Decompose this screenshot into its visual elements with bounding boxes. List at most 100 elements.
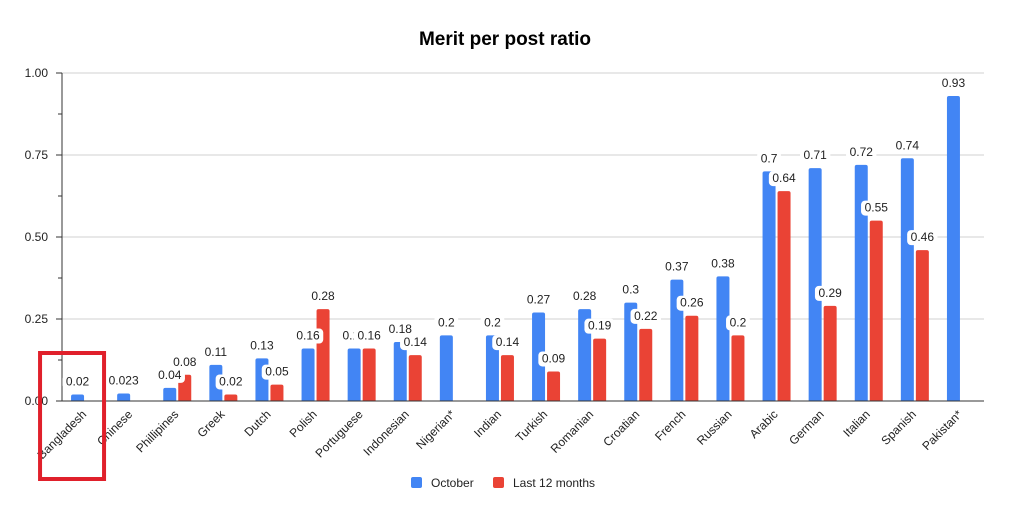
data-label: 0.3: [622, 283, 639, 297]
data-label: 0.023: [109, 373, 139, 387]
data-label-bg: [676, 295, 708, 311]
bar-october: [762, 171, 776, 401]
bar-last-12-months: [915, 250, 929, 401]
x-tick-label: Dutch: [241, 407, 273, 439]
data-label-bg: [62, 374, 93, 390]
data-label-bg: [523, 292, 554, 308]
data-label: 0.02: [66, 374, 90, 388]
x-tick-label: Greek: [194, 407, 228, 441]
bar-last-12-months: [639, 328, 653, 401]
data-label-bg: [261, 364, 293, 380]
bar-october: [117, 393, 131, 401]
bar-last-12-months: [408, 355, 422, 401]
bar-last-12-months: [270, 384, 284, 401]
highlight-box: [38, 351, 107, 481]
data-label-bg: [385, 321, 416, 337]
y-tick-label: 0.25: [25, 312, 49, 326]
data-label-bg: [200, 344, 232, 360]
x-tick-label: French: [652, 407, 688, 443]
data-label: 0.27: [527, 292, 551, 306]
bar-october: [71, 394, 85, 401]
data-label-bg: [861, 200, 892, 216]
bar-october: [347, 348, 361, 401]
data-label-bg: [846, 144, 877, 160]
data-label-bg: [630, 308, 661, 324]
legend-label: October: [431, 476, 474, 490]
legend-swatch: [493, 477, 504, 488]
y-tick-label: 0.50: [25, 230, 49, 244]
data-label: 0.18: [389, 322, 413, 336]
bar-last-12-months: [593, 338, 607, 401]
data-label: 0.71: [803, 148, 827, 162]
x-tick-label: Italian: [840, 407, 873, 440]
data-label: 0.37: [665, 260, 689, 274]
data-label-bg: [307, 289, 339, 305]
bar-last-12-months: [731, 335, 745, 401]
data-label-bg: [892, 138, 923, 154]
data-label-bg: [169, 354, 200, 370]
data-label-bg: [726, 315, 750, 331]
data-label-bg: [292, 328, 324, 344]
data-label: 0.02: [219, 374, 243, 388]
data-label: 0.93: [942, 76, 966, 90]
data-label: 0.55: [865, 201, 889, 215]
data-label: 0.14: [496, 335, 520, 349]
data-labels: 0.02 0.023 0.040.08 0.11 0.02 0.13 0.05 0.16 0.2…: [62, 75, 969, 390]
bar-october: [301, 348, 315, 401]
bar-last-12-months: [547, 371, 561, 401]
x-tick-label: Croatian: [600, 407, 642, 449]
x-tick-label: Nigerian*: [413, 407, 458, 452]
legend-label: Last 12 months: [513, 476, 595, 490]
bar-last-12-months: [362, 348, 376, 401]
x-tick-label: Spanish: [878, 407, 919, 448]
data-label: 0.38: [711, 256, 735, 270]
data-label-bg: [480, 315, 505, 331]
data-label-bg: [768, 171, 800, 187]
data-label: 0.64: [772, 171, 796, 185]
bar-last-12-months: [685, 315, 699, 401]
data-label: 0.13: [250, 338, 274, 352]
data-label-bg: [400, 335, 431, 351]
data-label-bg: [938, 75, 969, 91]
data-label: 0.7: [761, 151, 778, 165]
data-label-bg: [707, 256, 739, 272]
data-label-bg: [757, 151, 781, 167]
data-label: 0.16: [296, 329, 320, 343]
data-label: 0.46: [911, 230, 935, 244]
data-label: 0.2: [438, 315, 455, 329]
x-tick-label: Arabic: [747, 407, 781, 441]
x-tick-label: German: [786, 407, 827, 448]
data-label: 0.72: [850, 145, 874, 159]
data-label-bg: [907, 230, 938, 246]
gridlines: [62, 72, 984, 320]
y-tick-label: 0.00: [25, 394, 49, 408]
data-label: 0.26: [680, 296, 704, 310]
data-label: 0.22: [634, 309, 658, 323]
data-label-bg: [618, 282, 643, 298]
bar-october: [624, 302, 638, 401]
bar-october: [716, 276, 730, 401]
data-label: 0.29: [818, 286, 842, 300]
x-tick-label: Phillipines: [133, 407, 181, 455]
data-label: 0.09: [542, 351, 566, 365]
data-label: 0.19: [588, 319, 612, 333]
bar-october: [163, 387, 177, 401]
data-label-bg: [154, 367, 185, 383]
data-label: 0.28: [573, 289, 597, 303]
data-label-bg: [246, 338, 278, 354]
x-tick-label: Chinese: [94, 407, 135, 448]
data-label-bg: [538, 351, 569, 367]
bar-october: [900, 158, 914, 401]
x-tick-label: Indian: [471, 407, 504, 440]
data-label-bg: [105, 373, 143, 389]
bars: [71, 95, 960, 402]
data-label: 0.04: [158, 368, 182, 382]
bar-october: [854, 164, 868, 401]
x-tick-label: Turkish: [513, 407, 550, 444]
bar-last-12-months: [777, 191, 791, 401]
x-tick-label: Bangladesh: [34, 407, 89, 462]
chart-title: Merit per post ratio: [419, 29, 591, 50]
y-tick-label: 1.00: [25, 66, 49, 80]
bar-october: [485, 335, 499, 401]
